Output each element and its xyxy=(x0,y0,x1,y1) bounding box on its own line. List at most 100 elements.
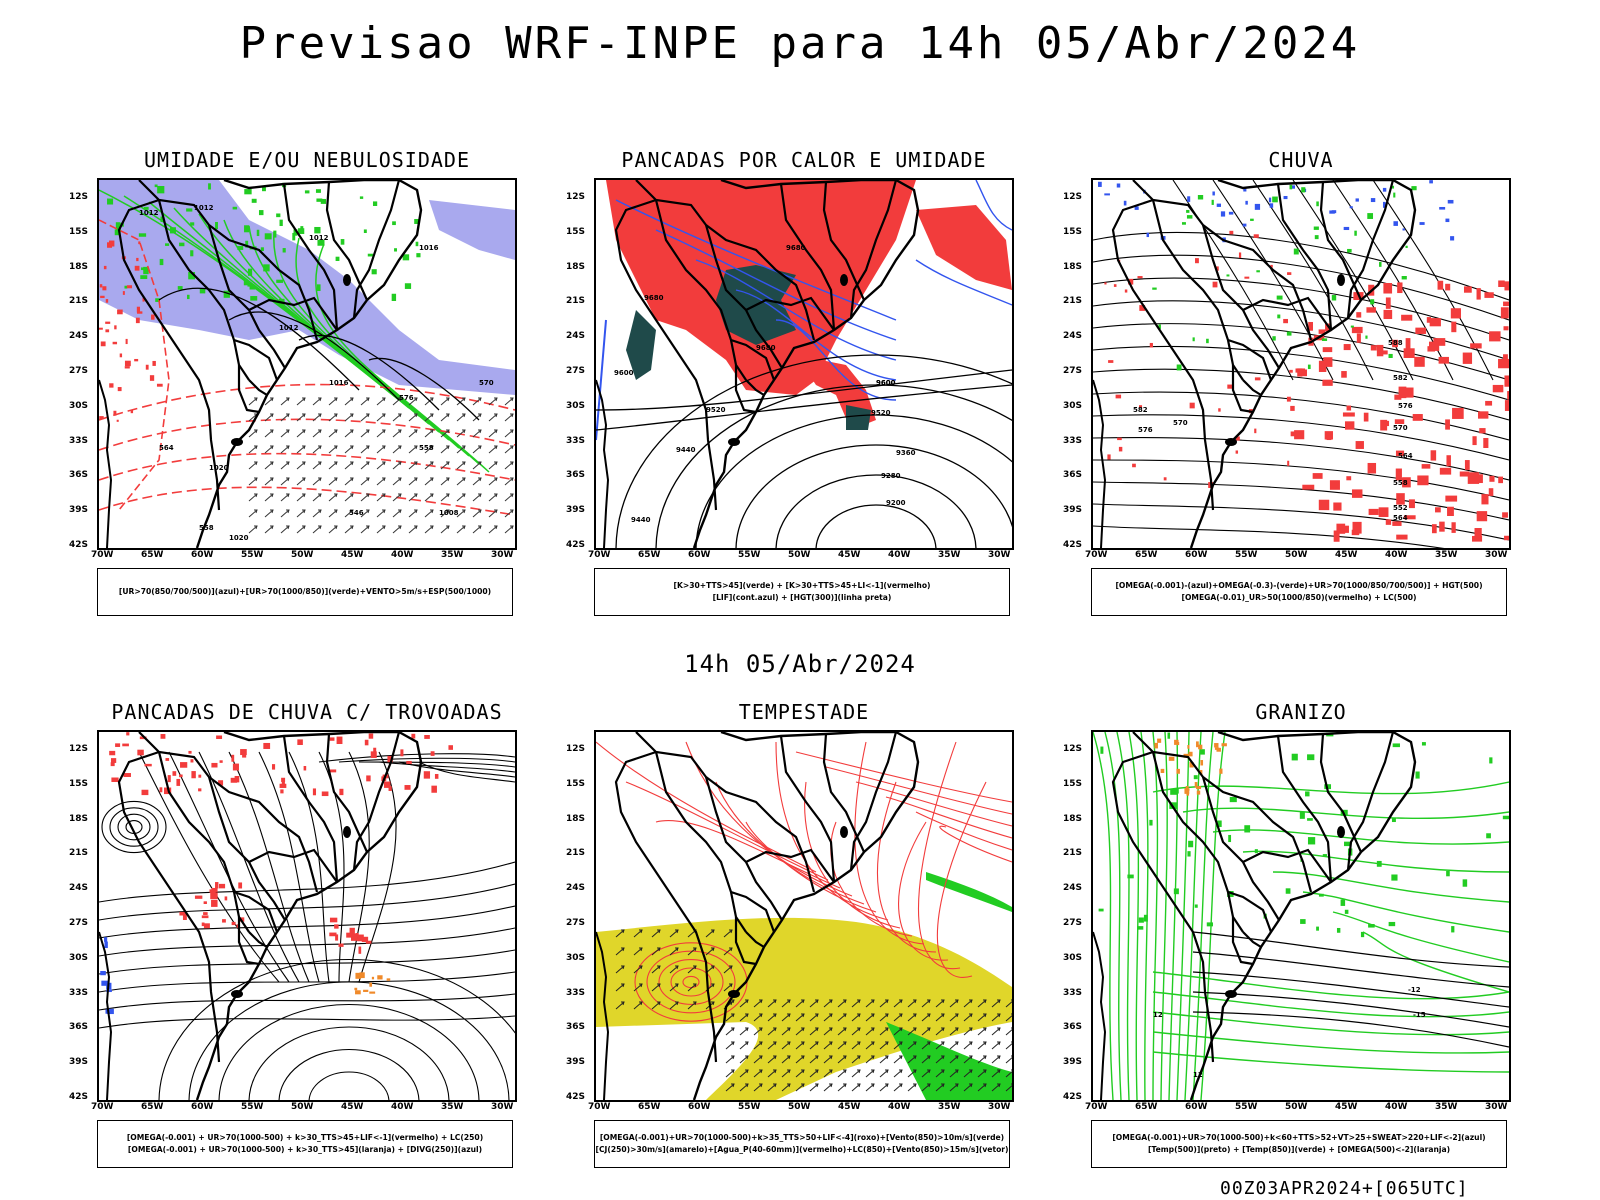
contour-label: 1012 xyxy=(139,209,159,217)
longitude-label: 45W xyxy=(838,1102,861,1112)
latitude-label: 36S xyxy=(1063,1022,1083,1033)
latitude-label: 33S xyxy=(1063,987,1083,998)
latitude-label: 27S xyxy=(566,366,586,376)
longitude-label: 55W xyxy=(241,1102,264,1112)
latitude-label: 24S xyxy=(1063,883,1083,894)
contour-label: 582 xyxy=(1393,374,1408,382)
legend-line: [UR>70(850/700/500)](azul)+[UR>70(1000/8… xyxy=(118,587,492,596)
latitude-label: 18S xyxy=(69,813,89,824)
contour-label: 564 xyxy=(1393,514,1408,522)
contour-label: -15 xyxy=(1413,1011,1426,1019)
contour-label: 9200 xyxy=(886,499,906,507)
map-canvas: 1012 1012 1012 1016 1012 1016 1020 1020 570 576 56… xyxy=(99,180,515,548)
latitude-label: 39S xyxy=(566,1057,586,1068)
longitude-label: 50W xyxy=(788,1102,811,1112)
legend-box: [K>30+TTS>45](verde) + [K>30+TTS>45+LI<-… xyxy=(594,568,1010,616)
longitude-label: 45W xyxy=(838,550,861,560)
panel-title: PANCADAS POR CALOR E UMIDADE xyxy=(621,148,987,172)
longitude-label: 60W xyxy=(688,550,711,560)
legend-line: [OMEGA(-0.01)_UR>50(1000/850)(vermelho) … xyxy=(1181,593,1417,602)
latitude-label: 18S xyxy=(1063,261,1083,272)
legend-line: [OMEGA(-0.001) + UR>70(1000-500) + k>30_… xyxy=(127,1145,483,1154)
main-title: Previsao WRF-INPE para 14h 05/Abr/2024 xyxy=(239,18,1361,69)
contour-label: 9680 xyxy=(756,344,776,352)
longitude-label: 40W xyxy=(1385,550,1408,560)
contour-label: 9520 xyxy=(706,406,726,414)
longitude-label: 65W xyxy=(638,550,661,560)
longitude-label: 35W xyxy=(938,550,961,560)
latitude-label: 21S xyxy=(69,296,89,307)
panel-title: GRANIZO xyxy=(1255,700,1347,724)
legend-line: [OMEGA(-0.001) + UR>70(1000-500) + k>30_… xyxy=(126,1133,484,1142)
contour-label: 1020 xyxy=(209,464,229,472)
legend-line: [Temp(500)](preto) + [Temp(850)](verde) … xyxy=(1147,1145,1451,1154)
longitude-label: 30W xyxy=(491,550,514,560)
panel-title: CHUVA xyxy=(1268,148,1334,172)
longitude-label: 35W xyxy=(1435,550,1458,560)
contour-label: 570 xyxy=(1393,424,1408,432)
latitude-label: 12S xyxy=(1063,192,1083,202)
contour-label: 570 xyxy=(479,379,494,387)
longitude-label: 40W xyxy=(888,1102,911,1112)
latitude-label: 12S xyxy=(1063,744,1083,754)
latitude-label: 33S xyxy=(566,435,586,446)
contour-label: 9680 xyxy=(786,244,806,252)
latitude-label: 42S xyxy=(566,1092,586,1102)
contour-label: 1016 xyxy=(419,244,439,252)
latitude-label: 39S xyxy=(1063,1057,1083,1068)
legend-line: [OMEGA(-0.001)+UR>70(1000-500)+k>35_TTS>… xyxy=(599,1133,1005,1142)
longitude-label: 60W xyxy=(688,1102,711,1112)
longitude-label: 60W xyxy=(191,1102,214,1112)
map-canvas: 588 582 576 570 564 558 552 582 576 570 564 xyxy=(1093,180,1509,548)
longitude-label: 35W xyxy=(441,550,464,560)
legend-line: [LIF](cont.azul) + [HGT(300)](linha pret… xyxy=(712,593,892,602)
longitude-label: 70W xyxy=(588,1102,611,1112)
contour-label: 1016 xyxy=(329,379,349,387)
contour-label: 9520 xyxy=(871,409,891,417)
latitude-label: 15S xyxy=(566,226,586,237)
latitude-label: 36S xyxy=(566,1022,586,1033)
contour-label: 1012 xyxy=(279,324,299,332)
latitude-label: 42S xyxy=(1063,1092,1083,1102)
latitude-label: 12S xyxy=(566,744,586,754)
latitude-label: 18S xyxy=(1063,813,1083,824)
contour-label: 582 xyxy=(1133,406,1148,414)
legend-box: [OMEGA(-0.001) + UR>70(1000-500) + k>30_… xyxy=(97,1120,513,1168)
longitude-label: 50W xyxy=(1285,1102,1308,1112)
latitude-label: 12S xyxy=(566,192,586,202)
longitude-label: 65W xyxy=(1135,550,1158,560)
contour-label: 9440 xyxy=(631,516,651,524)
contour-label: 12 xyxy=(1153,1011,1163,1019)
map-panel: 9680 9680 9680 9600 9600 9520 9520 9440 9360 9280… xyxy=(566,178,1014,560)
contour-label: -12 xyxy=(1408,986,1421,994)
longitude-label: 60W xyxy=(1185,550,1208,560)
contour-label: 1012 xyxy=(194,204,214,212)
map-panel: 1012 1012 1012 1016 1012 1016 1020 1020 570 576 56… xyxy=(69,178,517,560)
legend-box: [UR>70(850/700/500)](azul)+[UR>70(1000/8… xyxy=(97,568,513,616)
longitude-label: 55W xyxy=(738,550,761,560)
legend-line: [CJ(250)>30m/s](amarelo)+[Agua_P(40-60mm… xyxy=(595,1145,1009,1154)
latitude-label: 30S xyxy=(69,952,89,963)
longitude-label: 70W xyxy=(91,550,114,560)
latitude-label: 27S xyxy=(566,918,586,928)
latitude-label: 30S xyxy=(69,400,89,411)
latitude-label: 42S xyxy=(1063,540,1083,550)
legend-line: [OMEGA(-0.001)-(azul)+OMEGA(-0.3)-(verde… xyxy=(1115,581,1483,590)
latitude-label: 15S xyxy=(1063,226,1083,237)
panel-title: UMIDADE E/OU NEBULOSIDADE xyxy=(143,148,471,172)
longitude-label: 55W xyxy=(738,1102,761,1112)
longitude-label: 50W xyxy=(291,550,314,560)
latitude-label: 12S xyxy=(69,744,89,754)
longitude-label: 40W xyxy=(391,550,414,560)
contour-label: 564 xyxy=(159,444,174,452)
latitude-label: 15S xyxy=(69,226,89,237)
latitude-label: 24S xyxy=(566,331,586,342)
latitude-label: 39S xyxy=(69,1057,89,1068)
latitude-label: 15S xyxy=(1063,778,1083,789)
longitude-label: 30W xyxy=(1485,550,1508,560)
map-panel: 12S 15S 18S 21S 24S 27S 30S 33S 36S 39S 42S 70W 65W 6… xyxy=(69,730,517,1112)
contour-label: 9440 xyxy=(676,446,696,454)
run-footer: 00Z03APR2024+[065UTC] xyxy=(1220,1178,1469,1199)
latitude-label: 36S xyxy=(69,470,89,481)
panel-title: TEMPESTADE xyxy=(738,700,870,724)
